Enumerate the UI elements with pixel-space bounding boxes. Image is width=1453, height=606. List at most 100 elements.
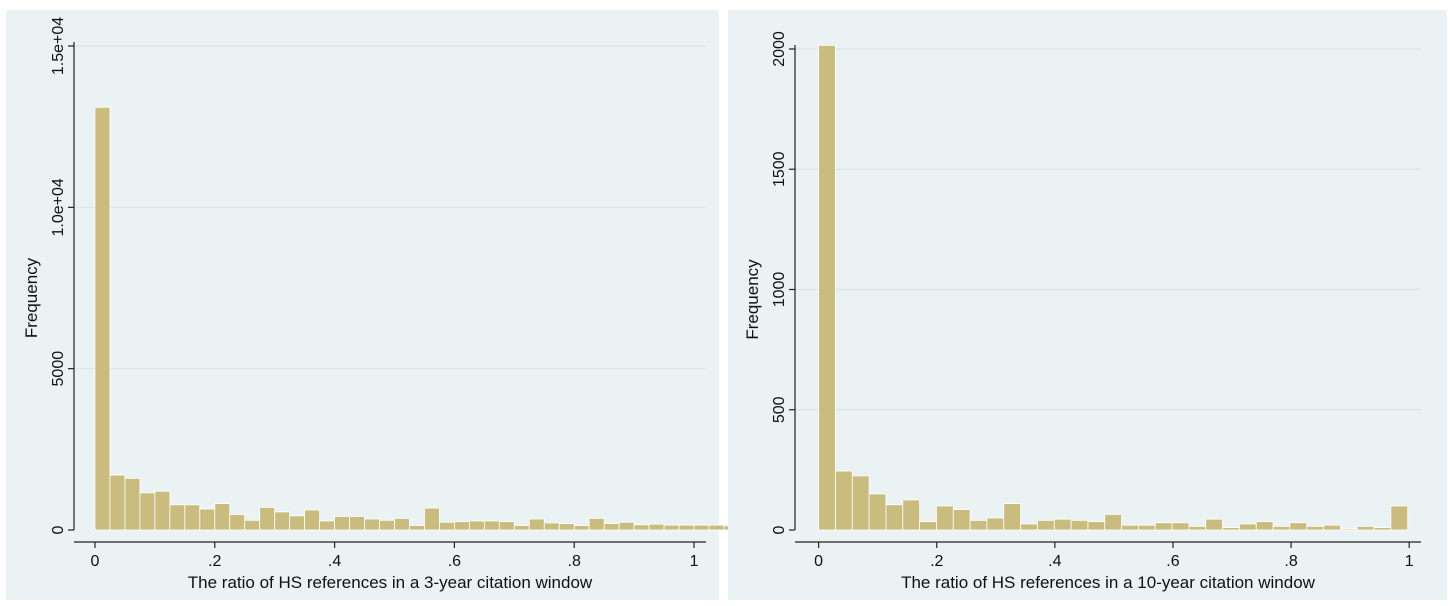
histogram-bar xyxy=(409,525,425,531)
histogram-bar xyxy=(1390,505,1409,531)
histogram-bar xyxy=(394,517,410,531)
y-axis-title: Frequency xyxy=(22,257,41,338)
y-tick-label: 0 xyxy=(771,525,788,534)
histogram-bar xyxy=(139,492,156,531)
histogram-bar xyxy=(1373,527,1392,531)
histogram-bar xyxy=(304,509,321,531)
histogram-bar xyxy=(851,475,870,531)
histogram-bar xyxy=(154,490,171,531)
histogram-bar xyxy=(364,518,380,531)
histogram-bar xyxy=(349,516,365,531)
x-tick-label: .6 xyxy=(1166,553,1179,570)
histogram-bar xyxy=(513,525,530,531)
x-tick-label: 0 xyxy=(91,553,100,570)
x-tick-label: .6 xyxy=(448,553,461,570)
histogram-bar xyxy=(663,524,680,531)
y-tick-label: 1000 xyxy=(771,272,788,308)
y-tick-label: 0 xyxy=(50,525,67,534)
histogram-bar xyxy=(214,503,231,531)
y-tick-label: 5000 xyxy=(50,351,67,387)
x-tick-label: 0 xyxy=(814,553,823,570)
x-tick-label: .2 xyxy=(930,553,943,570)
histogram-bar xyxy=(1339,528,1358,531)
histogram-bar xyxy=(573,525,590,531)
x-tick-label: 1 xyxy=(1405,553,1414,570)
histogram-bar xyxy=(936,505,954,531)
histogram-bar xyxy=(885,504,904,531)
histogram-bar xyxy=(244,519,261,531)
histogram-bar xyxy=(289,515,306,531)
histogram-bar xyxy=(835,470,853,531)
histogram-bar xyxy=(229,514,246,531)
histogram-bar xyxy=(969,519,988,531)
histogram-bar xyxy=(184,504,201,531)
histogram-bar xyxy=(274,511,291,531)
histogram-bar xyxy=(588,517,605,531)
histogram-bar xyxy=(902,499,921,531)
histogram-bar xyxy=(603,523,620,531)
histogram-bar xyxy=(1020,523,1038,531)
y-tick-label: 500 xyxy=(771,396,788,423)
histogram-bar xyxy=(558,523,575,531)
histogram-bar xyxy=(334,516,350,531)
histogram-bar xyxy=(1255,521,1274,531)
y-tick-label: 1500 xyxy=(771,151,788,187)
histogram-bar xyxy=(94,106,111,531)
histogram-3-year-svg: 0 5000 1.0e+04 1.5e+04 0 .2 .4 .6 .8 1 The ratio o… xyxy=(22,17,755,592)
histogram-bar xyxy=(468,520,485,531)
histogram-bar xyxy=(439,521,455,531)
histogram-bar xyxy=(169,504,186,531)
histogram-bar xyxy=(453,521,470,531)
histogram-bar xyxy=(1239,523,1257,531)
histogram-bar xyxy=(483,520,500,531)
histogram-bar xyxy=(648,523,665,531)
y-tick-label: 2000 xyxy=(771,31,788,67)
y-tick-label: 1.5e+04 xyxy=(50,17,67,75)
histogram-bar xyxy=(1272,525,1291,531)
x-tick-label: .4 xyxy=(1048,553,1061,570)
histogram-bar xyxy=(1222,527,1240,531)
histogram-bar xyxy=(424,507,440,531)
histogram-bar xyxy=(1289,522,1308,531)
histogram-bar xyxy=(633,524,650,531)
histogram-bar xyxy=(818,44,836,531)
histogram-bar xyxy=(1205,518,1223,531)
histogram-bar xyxy=(952,509,971,531)
histogram-bar xyxy=(1188,525,1207,531)
x-tick-label: .4 xyxy=(328,553,341,570)
histogram-bar xyxy=(1104,513,1122,531)
histogram-10-year-svg: 0 500 1000 1500 2000 0 .2 .4 .6 .8 1 The ratio of H… xyxy=(743,31,1421,592)
histogram-bar xyxy=(693,524,710,531)
y-axis-title: Frequency xyxy=(743,259,762,340)
histogram-bar xyxy=(543,522,560,531)
histogram-bar xyxy=(1053,518,1072,531)
histogram-panel-3-year: 0 5000 1.0e+04 1.5e+04 0 .2 .4 .6 .8 1 The ratio o… xyxy=(6,10,755,600)
histogram-bar xyxy=(528,518,545,531)
x-axis-title: The ratio of HS references in a 10-year … xyxy=(901,573,1316,592)
histogram-bar xyxy=(379,519,395,531)
histogram-bar xyxy=(1171,522,1190,531)
histogram-bar xyxy=(708,524,725,531)
x-axis-title: The ratio of HS references in a 3-year c… xyxy=(188,573,593,592)
histogram-bar xyxy=(1154,522,1173,531)
histogram-bar xyxy=(678,524,695,531)
histogram-bar xyxy=(1037,519,1055,531)
histogram-bar xyxy=(1356,525,1375,531)
x-tick-label: .2 xyxy=(208,553,221,570)
histogram-bar xyxy=(1087,521,1106,531)
x-tick-label: 1 xyxy=(690,553,699,570)
x-tick-label: .8 xyxy=(568,553,581,570)
histogram-bar xyxy=(618,521,635,531)
histogram-bar xyxy=(986,517,1005,531)
histogram-bar xyxy=(319,520,335,531)
y-tick-label: 1.0e+04 xyxy=(50,178,67,236)
histogram-bar xyxy=(498,521,515,531)
histogram-bar xyxy=(1121,524,1139,531)
histogram-bar xyxy=(124,477,141,531)
histogram-bar xyxy=(109,474,126,531)
histogram-bar xyxy=(919,521,937,531)
x-tick-label: .8 xyxy=(1284,553,1297,570)
histogram-bar xyxy=(1306,525,1324,531)
histogram-bar xyxy=(868,493,887,531)
histogram-bar xyxy=(1003,503,1021,531)
